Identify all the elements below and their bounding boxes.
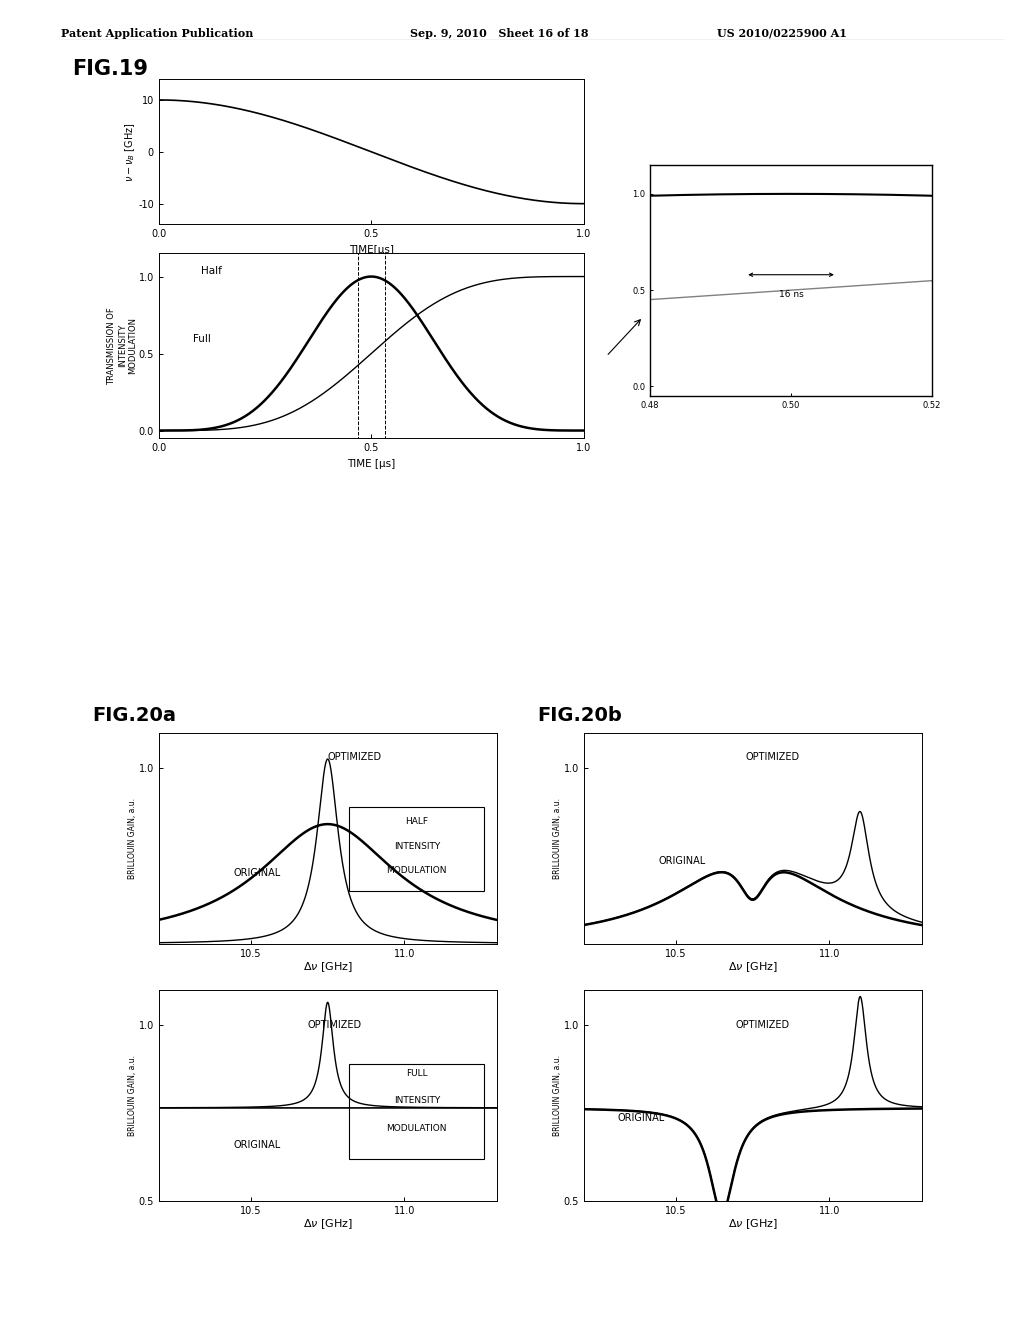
Text: INTENSITY: INTENSITY <box>393 842 440 850</box>
Text: Patent Application Publication: Patent Application Publication <box>61 28 254 38</box>
Text: FIG.20b: FIG.20b <box>538 706 623 725</box>
Text: FIG.19: FIG.19 <box>72 59 147 79</box>
Y-axis label: BRILLOUIN GAIN, a.u.: BRILLOUIN GAIN, a.u. <box>553 797 562 879</box>
Y-axis label: BRILLOUIN GAIN, a.u.: BRILLOUIN GAIN, a.u. <box>553 1055 562 1137</box>
Text: ORIGINAL: ORIGINAL <box>233 1140 281 1151</box>
Text: FIG.20a: FIG.20a <box>92 706 176 725</box>
X-axis label: $\Delta\nu$ [GHz]: $\Delta\nu$ [GHz] <box>303 1217 352 1232</box>
Y-axis label: BRILLOUIN GAIN, a.u.: BRILLOUIN GAIN, a.u. <box>128 797 137 879</box>
X-axis label: TIME[μs]: TIME[μs] <box>349 244 393 255</box>
Text: HALF: HALF <box>406 817 428 826</box>
Text: MODULATION: MODULATION <box>386 1123 447 1133</box>
Bar <box>349 807 484 891</box>
X-axis label: TIME [μs]: TIME [μs] <box>347 458 395 469</box>
Text: 16 ns: 16 ns <box>778 290 804 300</box>
Text: OPTIMIZED: OPTIMIZED <box>745 752 800 762</box>
Text: ORIGINAL: ORIGINAL <box>658 855 706 866</box>
Y-axis label: $\nu - \nu_B$ [GHz]: $\nu - \nu_B$ [GHz] <box>123 121 137 182</box>
Text: OPTIMIZED: OPTIMIZED <box>328 752 382 762</box>
Text: INTENSITY: INTENSITY <box>393 1096 440 1105</box>
Text: OPTIMIZED: OPTIMIZED <box>307 1020 361 1030</box>
X-axis label: $\Delta\nu$ [GHz]: $\Delta\nu$ [GHz] <box>303 960 352 974</box>
Text: Full: Full <box>193 334 211 345</box>
X-axis label: $\Delta\nu$ [GHz]: $\Delta\nu$ [GHz] <box>728 1217 777 1232</box>
Y-axis label: TRANSMISSION OF
INTENSITY
MODULATION: TRANSMISSION OF INTENSITY MODULATION <box>108 308 137 384</box>
Text: FULL: FULL <box>406 1069 428 1078</box>
Text: Half: Half <box>201 267 222 276</box>
Text: MODULATION: MODULATION <box>386 866 447 875</box>
Text: ORIGINAL: ORIGINAL <box>617 1113 665 1123</box>
Bar <box>349 1064 484 1159</box>
Text: US 2010/0225900 A1: US 2010/0225900 A1 <box>717 28 847 38</box>
Y-axis label: BRILLOUIN GAIN, a.u.: BRILLOUIN GAIN, a.u. <box>128 1055 137 1137</box>
Bar <box>357 253 385 438</box>
Text: Sep. 9, 2010   Sheet 16 of 18: Sep. 9, 2010 Sheet 16 of 18 <box>410 28 588 38</box>
Text: OPTIMIZED: OPTIMIZED <box>735 1020 790 1030</box>
Text: ORIGINAL: ORIGINAL <box>233 869 281 878</box>
X-axis label: $\Delta\nu$ [GHz]: $\Delta\nu$ [GHz] <box>728 960 777 974</box>
